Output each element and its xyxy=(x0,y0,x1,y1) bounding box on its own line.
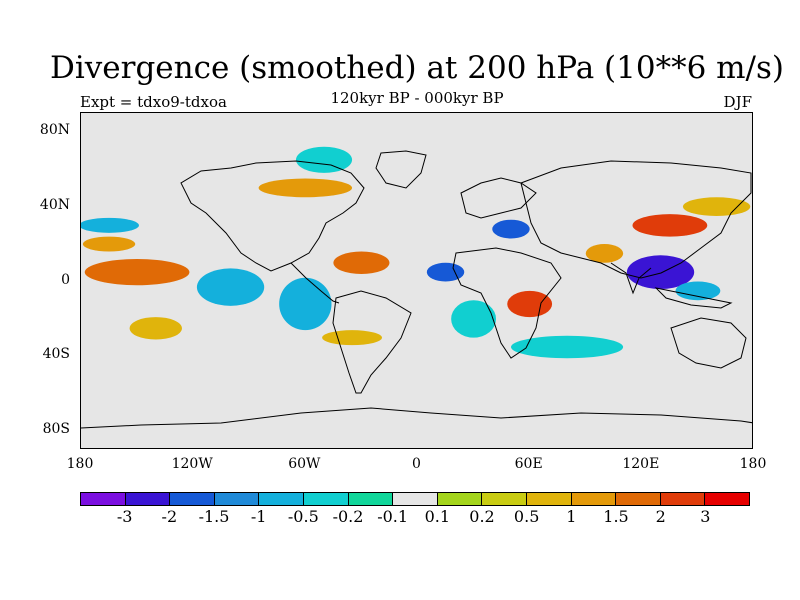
coast-central-america xyxy=(290,262,340,304)
x-tick-label: 60E xyxy=(514,456,543,472)
colorbar xyxy=(80,492,750,506)
y-tick-label: 40N xyxy=(39,196,70,213)
colorbar-segment xyxy=(125,493,171,505)
colorbar-label: 1.5 xyxy=(603,507,629,526)
anomaly-blob xyxy=(333,251,390,275)
anomaly-blob xyxy=(510,335,624,359)
colorbar-segment xyxy=(348,493,394,505)
anomaly-blob xyxy=(507,290,553,318)
colorbar-segment xyxy=(616,493,661,505)
anomaly-blob xyxy=(258,178,353,198)
colorbar-segment xyxy=(259,493,304,505)
anomaly-blob xyxy=(196,268,265,306)
colorbar-segment xyxy=(81,493,126,505)
anomaly-blob xyxy=(295,146,353,173)
colorbar-label: -0.1 xyxy=(377,507,409,526)
anomaly-blob xyxy=(585,244,624,263)
x-tick-label: 0 xyxy=(412,456,421,472)
divergence-map xyxy=(81,113,752,448)
anomaly-blob xyxy=(451,300,497,338)
coast-europe xyxy=(460,177,537,219)
coast-greenland xyxy=(375,150,427,189)
colorbar-label: -3 xyxy=(116,507,133,526)
colorbar-segment xyxy=(571,493,617,505)
anomaly-blob xyxy=(84,259,190,286)
colorbar-label: 3 xyxy=(700,507,711,526)
colorbar-label: -1.5 xyxy=(198,507,230,526)
anomaly-blob xyxy=(632,214,708,237)
map-plot-area xyxy=(80,112,753,449)
y-tick-label: 40S xyxy=(42,346,70,363)
colorbar-segment xyxy=(705,493,749,505)
coast-asia xyxy=(520,160,752,279)
anomaly-blob xyxy=(675,281,721,301)
colorbar-label: 0.2 xyxy=(469,507,495,526)
y-tick-label: 0 xyxy=(61,271,70,288)
colorbar-segment xyxy=(170,493,215,505)
anomaly-blob xyxy=(322,330,382,346)
coast-australia xyxy=(670,317,747,369)
anomaly-blob xyxy=(682,197,751,216)
coast-south-america xyxy=(332,290,412,394)
coastlines xyxy=(81,150,752,429)
colorbar-segment xyxy=(526,493,572,505)
coast-north-america xyxy=(180,160,365,272)
colorbar-label: -1 xyxy=(250,507,267,526)
colorbar-segment xyxy=(660,493,706,505)
coast-india xyxy=(610,262,652,295)
x-tick-label: 180 xyxy=(66,456,94,472)
x-tick-label: 180 xyxy=(739,456,767,472)
anomaly-field xyxy=(81,146,751,359)
anomaly-blob xyxy=(81,217,139,233)
colorbar-label: -2 xyxy=(161,507,178,526)
colorbar-label: 2 xyxy=(655,507,666,526)
colorbar-label: 1 xyxy=(566,507,577,526)
anomaly-blob xyxy=(129,317,182,340)
colorbar-segment xyxy=(214,493,260,505)
x-tick-label: 60W xyxy=(288,456,321,472)
colorbar-segment xyxy=(482,493,527,505)
anomaly-blob xyxy=(279,277,332,331)
colorbar-label: -0.2 xyxy=(332,507,364,526)
chart-title: Divergence (smoothed) at 200 hPa (10**6 … xyxy=(50,50,784,86)
coast-antarctica xyxy=(81,407,752,429)
anomaly-blob xyxy=(492,219,530,239)
x-tick-label: 120W xyxy=(171,456,213,472)
colorbar-segment xyxy=(393,493,438,505)
colorbar-label: 0.5 xyxy=(513,507,540,526)
y-tick-label: 80S xyxy=(42,421,70,438)
y-tick-label: 80N xyxy=(39,121,70,138)
chart-subtitle: 120kyr BP - 000kyr BP xyxy=(330,89,504,107)
colorbar-segment xyxy=(437,493,483,505)
anomaly-blob xyxy=(626,255,695,289)
coast-africa xyxy=(452,247,562,359)
colorbar-segment xyxy=(303,493,349,505)
colorbar-label: 0.1 xyxy=(424,507,451,526)
season-label: DJF xyxy=(723,93,752,111)
colorbar-label: -0.5 xyxy=(287,507,319,526)
anomaly-blob xyxy=(426,262,465,282)
x-tick-label: 120E xyxy=(622,456,660,472)
anomaly-blob xyxy=(82,236,136,252)
experiment-label: Expt = tdxo9-tdxoa xyxy=(80,93,227,111)
coast-maritime-continent xyxy=(654,287,733,309)
